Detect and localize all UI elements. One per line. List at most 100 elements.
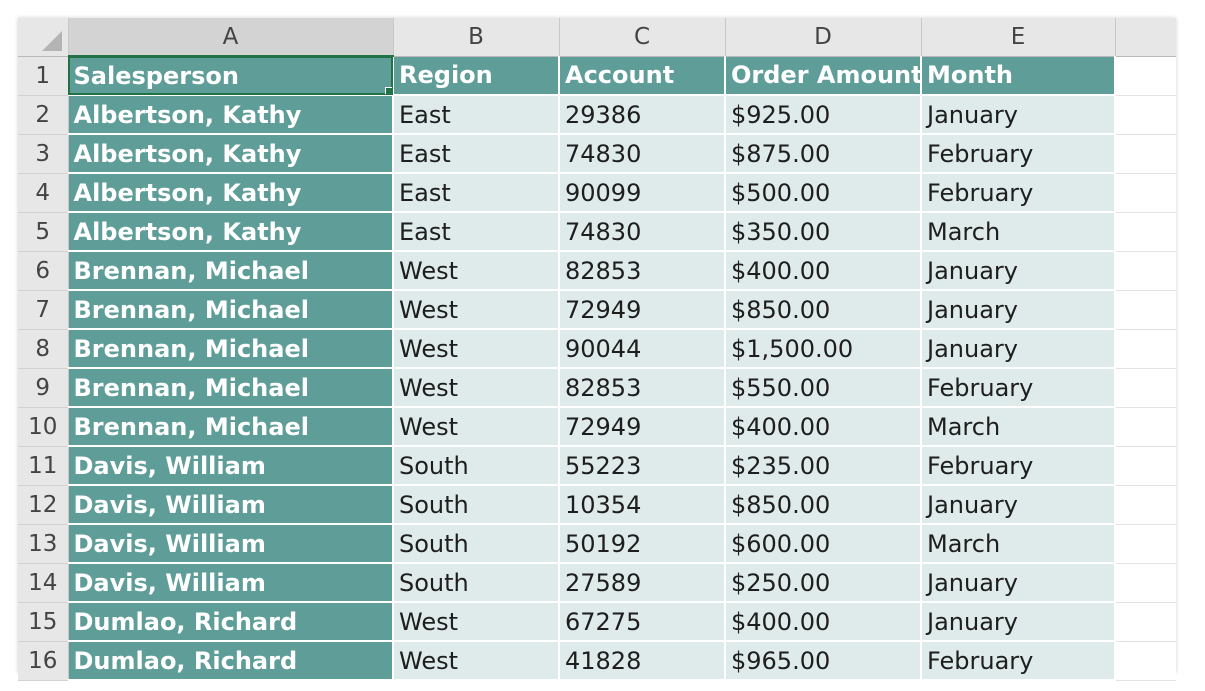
row-number[interactable]: 14 — [18, 563, 69, 603]
select-all-corner[interactable] — [18, 18, 69, 57]
cell-e13[interactable]: March — [921, 524, 1116, 564]
cell-b8[interactable]: West — [393, 329, 560, 369]
cell-f9[interactable] — [1115, 368, 1176, 408]
cell-d10[interactable]: $400.00 — [725, 407, 922, 447]
cell-f6[interactable] — [1115, 251, 1176, 291]
cell-f14[interactable] — [1115, 563, 1176, 603]
cell-c5[interactable]: 74830 — [559, 212, 726, 252]
cell-b15[interactable]: West — [393, 602, 560, 642]
cell-c4[interactable]: 90099 — [559, 173, 726, 213]
cell-b13[interactable]: South — [393, 524, 560, 564]
cell-f13[interactable] — [1115, 524, 1176, 564]
cell-f16[interactable] — [1115, 641, 1176, 681]
cell-e12[interactable]: January — [921, 485, 1116, 525]
cell-a4[interactable]: Albertson, Kathy — [68, 173, 394, 213]
cell-e16[interactable]: February — [921, 641, 1116, 681]
cell-c16[interactable]: 41828 — [559, 641, 726, 681]
cell-c9[interactable]: 82853 — [559, 368, 726, 408]
row-number[interactable]: 2 — [18, 95, 69, 135]
cell-d8[interactable]: $1,500.00 — [725, 329, 922, 369]
cell-b4[interactable]: East — [393, 173, 560, 213]
cell-c12[interactable]: 10354 — [559, 485, 726, 525]
cell-a5[interactable]: Albertson, Kathy — [68, 212, 394, 252]
row-number[interactable]: 7 — [18, 290, 69, 330]
cell-f3[interactable] — [1115, 134, 1176, 174]
cell-f11[interactable] — [1115, 446, 1176, 486]
column-header-c[interactable]: C — [559, 18, 726, 57]
cell-e2[interactable]: January — [921, 95, 1116, 135]
row-number[interactable]: 10 — [18, 407, 69, 447]
column-header-d[interactable]: D — [725, 18, 922, 57]
cell-d11[interactable]: $235.00 — [725, 446, 922, 486]
row-number[interactable]: 1 — [18, 56, 69, 96]
cell-e14[interactable]: January — [921, 563, 1116, 603]
cell-c1[interactable]: Account — [559, 56, 726, 96]
cell-a8[interactable]: Brennan, Michael — [68, 329, 394, 369]
cell-f10[interactable] — [1115, 407, 1176, 447]
cell-b6[interactable]: West — [393, 251, 560, 291]
cell-c15[interactable]: 67275 — [559, 602, 726, 642]
cell-e4[interactable]: February — [921, 173, 1116, 213]
cell-e9[interactable]: February — [921, 368, 1116, 408]
column-header-f[interactable] — [1115, 18, 1176, 57]
row-number[interactable]: 11 — [18, 446, 69, 486]
cell-b5[interactable]: East — [393, 212, 560, 252]
cell-e10[interactable]: March — [921, 407, 1116, 447]
cell-e11[interactable]: February — [921, 446, 1116, 486]
cell-e6[interactable]: January — [921, 251, 1116, 291]
row-number[interactable]: 6 — [18, 251, 69, 291]
cell-d4[interactable]: $500.00 — [725, 173, 922, 213]
cell-d6[interactable]: $400.00 — [725, 251, 922, 291]
cell-e7[interactable]: January — [921, 290, 1116, 330]
cell-e15[interactable]: January — [921, 602, 1116, 642]
cell-a10[interactable]: Brennan, Michael — [68, 407, 394, 447]
cell-f2[interactable] — [1115, 95, 1176, 135]
row-number[interactable]: 5 — [18, 212, 69, 252]
cell-a7[interactable]: Brennan, Michael — [68, 290, 394, 330]
cell-b14[interactable]: South — [393, 563, 560, 603]
cell-a3[interactable]: Albertson, Kathy — [68, 134, 394, 174]
column-header-a[interactable]: A — [68, 18, 394, 57]
cell-f7[interactable] — [1115, 290, 1176, 330]
cell-a11[interactable]: Davis, William — [68, 446, 394, 486]
cell-b1[interactable]: Region — [393, 56, 560, 96]
cell-d14[interactable]: $250.00 — [725, 563, 922, 603]
cell-b2[interactable]: East — [393, 95, 560, 135]
cell-e8[interactable]: January — [921, 329, 1116, 369]
cell-a9[interactable]: Brennan, Michael — [68, 368, 394, 408]
cell-d2[interactable]: $925.00 — [725, 95, 922, 135]
row-number[interactable]: 4 — [18, 173, 69, 213]
cell-a15[interactable]: Dumlao, Richard — [68, 602, 394, 642]
cell-b11[interactable]: South — [393, 446, 560, 486]
cell-d12[interactable]: $850.00 — [725, 485, 922, 525]
cell-a13[interactable]: Davis, William — [68, 524, 394, 564]
cell-c10[interactable]: 72949 — [559, 407, 726, 447]
cell-b10[interactable]: West — [393, 407, 560, 447]
cell-b3[interactable]: East — [393, 134, 560, 174]
row-number[interactable]: 16 — [18, 641, 69, 681]
cell-c8[interactable]: 90044 — [559, 329, 726, 369]
cell-c14[interactable]: 27589 — [559, 563, 726, 603]
cell-d7[interactable]: $850.00 — [725, 290, 922, 330]
cell-b7[interactable]: West — [393, 290, 560, 330]
cell-f4[interactable] — [1115, 173, 1176, 213]
row-number[interactable]: 13 — [18, 524, 69, 564]
row-number[interactable]: 3 — [18, 134, 69, 174]
row-number[interactable]: 9 — [18, 368, 69, 408]
cell-d13[interactable]: $600.00 — [725, 524, 922, 564]
cell-c7[interactable]: 72949 — [559, 290, 726, 330]
cell-d15[interactable]: $400.00 — [725, 602, 922, 642]
cell-a2[interactable]: Albertson, Kathy — [68, 95, 394, 135]
cell-b12[interactable]: South — [393, 485, 560, 525]
cell-f15[interactable] — [1115, 602, 1176, 642]
cell-b16[interactable]: West — [393, 641, 560, 681]
cell-c6[interactable]: 82853 — [559, 251, 726, 291]
cell-d9[interactable]: $550.00 — [725, 368, 922, 408]
cell-d3[interactable]: $875.00 — [725, 134, 922, 174]
cell-f8[interactable] — [1115, 329, 1176, 369]
cell-a1[interactable]: Salesperson — [68, 56, 394, 96]
row-number[interactable]: 12 — [18, 485, 69, 525]
cell-e5[interactable]: March — [921, 212, 1116, 252]
cell-d16[interactable]: $965.00 — [725, 641, 922, 681]
cell-c11[interactable]: 55223 — [559, 446, 726, 486]
